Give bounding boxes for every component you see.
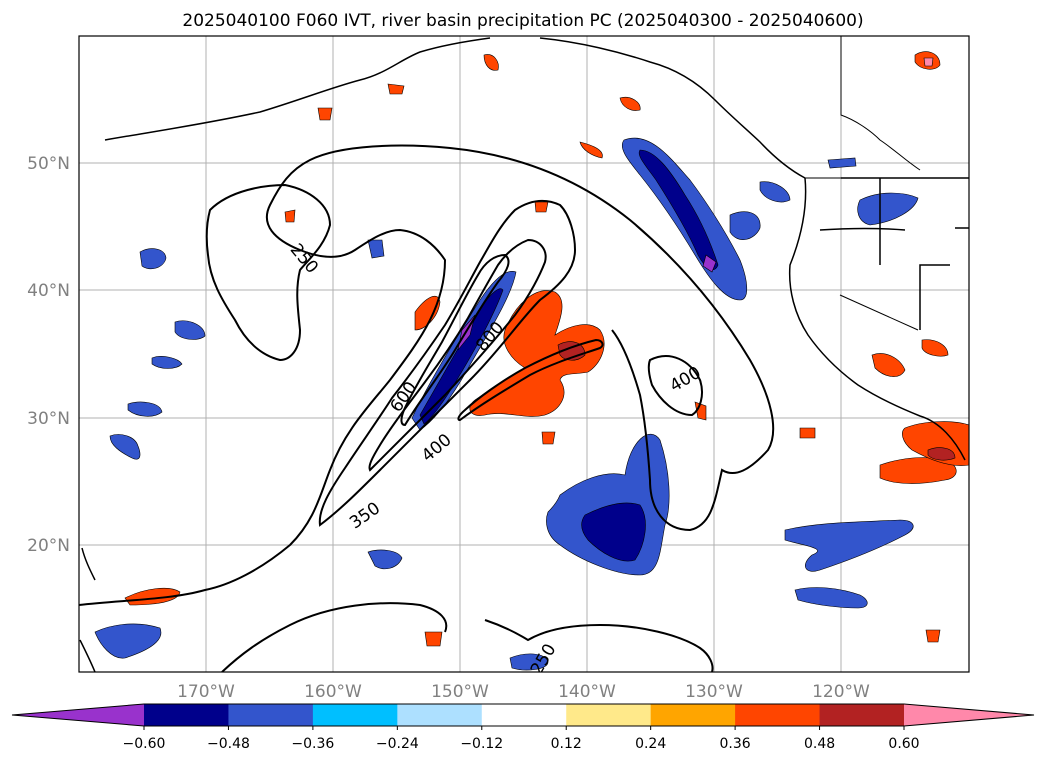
contour-800 (457, 338, 604, 422)
colorbar-tick-label: 0.36 (720, 736, 751, 752)
colorbar-tick-label: −0.24 (376, 736, 419, 752)
contour-bottom-2 (484, 619, 714, 672)
blue-region-pnw (729, 211, 761, 240)
blue-region-west-2 (174, 320, 206, 340)
pink-region-top-right (923, 57, 934, 67)
orange-region-small-4 (694, 401, 707, 421)
orange-region-north-2 (579, 141, 603, 159)
lat-label-40n: 40°N (27, 281, 70, 301)
ivt-contours (79, 144, 775, 672)
contour-250-outer (79, 144, 775, 606)
colorbar-segment (397, 704, 483, 726)
orange-region-pnw (619, 97, 641, 111)
colorbar (11, 703, 1035, 727)
orange-region-small-1 (284, 209, 296, 223)
colorbar-segment (819, 704, 905, 726)
colorbar-tick-label: −0.12 (460, 736, 503, 752)
blue-region-west-5 (109, 434, 141, 460)
blue-region-southeast-band (784, 519, 914, 572)
contour-400-east (647, 355, 703, 417)
colorbar-tick-labels: −0.60 −0.48 −0.36 −0.24 −0.12 0.12 0.24 0.36 0.4… (123, 726, 920, 752)
lon-label-130w: 130°W (685, 682, 743, 702)
colorbar-tick-label: −0.48 (207, 736, 250, 752)
colorbar-tick-label: 0.48 (804, 736, 835, 752)
colorbar-segment (144, 704, 229, 726)
map-content: 250 400 600 800 400 350 250 (79, 36, 969, 672)
lon-label-150w: 150°W (431, 682, 489, 702)
orange-region-small-8 (317, 107, 333, 121)
lon-label-170w: 170°W (177, 682, 235, 702)
darkblue-region-central-jet (419, 288, 504, 425)
blue-region-west-4 (127, 401, 163, 417)
blue-region-southwest (94, 623, 162, 659)
orange-region-north (483, 54, 499, 71)
positive-anomaly-regions (124, 51, 969, 647)
lon-label-140w: 140°W (558, 682, 616, 702)
longitude-labels: 170°W 160°W 150°W 140°W 130°W 120°W (177, 682, 870, 702)
blue-region-canada (857, 192, 919, 226)
darkblue-region-subtropical-blob (581, 502, 646, 562)
blue-region-small-1 (367, 239, 385, 259)
latitude-labels: 50°N 40°N 30°N 20°N (27, 154, 70, 556)
orange-region-small-9 (387, 83, 405, 95)
colorbar-extend-max (904, 704, 1034, 726)
colorbar-tick-label: −0.36 (291, 736, 334, 752)
orange-region-small-6 (424, 631, 443, 647)
blue-region-west-1 (139, 248, 167, 270)
orange-region-small-3 (541, 431, 556, 445)
contour-600 (400, 253, 510, 427)
blue-region-bottom (509, 653, 549, 671)
contour-250-inner (205, 183, 332, 362)
orange-region-ca (871, 353, 906, 377)
colorbar-segment (228, 704, 314, 726)
lon-label-120w: 120°W (812, 682, 870, 702)
colorbar-tick-label: −0.60 (123, 736, 166, 752)
colorbar-tick-label: 0.12 (551, 736, 582, 752)
figure-title: 2025040100 F060 IVT, river basin precipi… (182, 11, 863, 31)
colorbar-segment (312, 704, 398, 726)
orange-region-small-7 (925, 629, 941, 643)
colorbar-segment (566, 704, 652, 726)
lat-label-30n: 30°N (27, 409, 70, 429)
canada-border (805, 36, 969, 331)
orange-region-central-n (414, 295, 441, 331)
blue-region-west-3 (151, 356, 183, 369)
map-frame (78, 35, 970, 673)
lat-label-20n: 20°N (27, 536, 70, 556)
orange-region-socal (879, 457, 957, 484)
colorbar-segment (735, 704, 821, 726)
blue-region-southeast-band-2 (794, 587, 868, 609)
colorbar-segment (650, 704, 736, 726)
orange-region-small-5 (799, 427, 816, 439)
orange-region-ca-2 (921, 339, 949, 357)
orange-region-small-2 (534, 201, 549, 213)
colorbar-tick-label: 0.60 (888, 736, 919, 752)
colorbar-segment (481, 704, 567, 726)
purple-region-northeast-band (702, 254, 717, 273)
negative-anomaly-regions (94, 137, 919, 671)
blue-region-hawaii (367, 549, 403, 570)
contour-350 (318, 199, 577, 527)
red-region-mexico (927, 447, 956, 461)
blue-region-small-2 (827, 157, 857, 169)
colorbar-extend-min (12, 704, 144, 726)
lon-label-160w: 160°W (304, 682, 362, 702)
contour-bottom (221, 602, 448, 672)
colorbar-tick-label: 0.24 (635, 736, 666, 752)
lat-label-50n: 50°N (27, 154, 70, 174)
blue-region-nw-coast (759, 181, 791, 203)
